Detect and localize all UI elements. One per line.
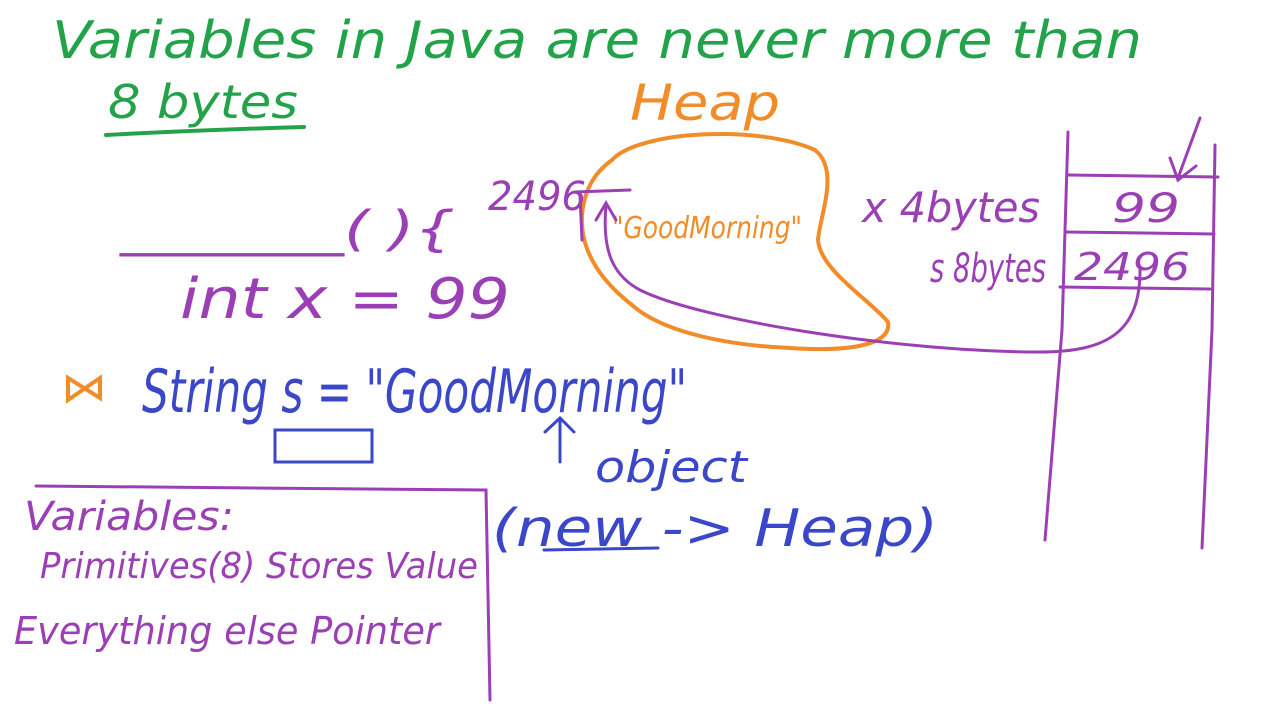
title-line-2: 8 bytes [108,75,298,129]
new-underline [542,546,660,552]
orange-marker [66,374,102,404]
summary-box [34,484,492,702]
address-marker [573,188,632,242]
string-declaration: String s = "GoodMorning" [142,357,687,427]
object-label: object [595,442,749,493]
heap-label: Heap [630,74,780,132]
stack-s-value: 2496 [1074,245,1190,289]
stack-slot-lines [1058,173,1220,291]
summary-primitives: Primitives(8) Stores Value [40,546,478,587]
object-arrow [543,415,576,464]
pointer-box [273,428,374,464]
stack-s-label: s 8bytes [930,246,1046,292]
method-signature: _______( ){ [119,201,455,257]
summary-title: Variables: [24,494,234,540]
stack-x-label: x 4bytes [860,183,1040,232]
heap-object-text: "GoodMorning" [612,211,802,246]
summary-else: Everything else Pointer [14,609,442,653]
stack-top-arrow [1168,116,1202,183]
title-underline [104,125,306,137]
pointer-arrowhead [594,200,618,222]
pointer-arrow [603,203,1142,354]
int-declaration: int x = 99 [180,267,510,332]
stack-right-wall [1200,143,1217,550]
heap-address: 2496 [488,174,586,220]
title-line-1: Variables in Java are never more than [52,11,1142,71]
stack-left-wall [1043,130,1070,542]
stack-x-value: 99 [1112,186,1180,232]
